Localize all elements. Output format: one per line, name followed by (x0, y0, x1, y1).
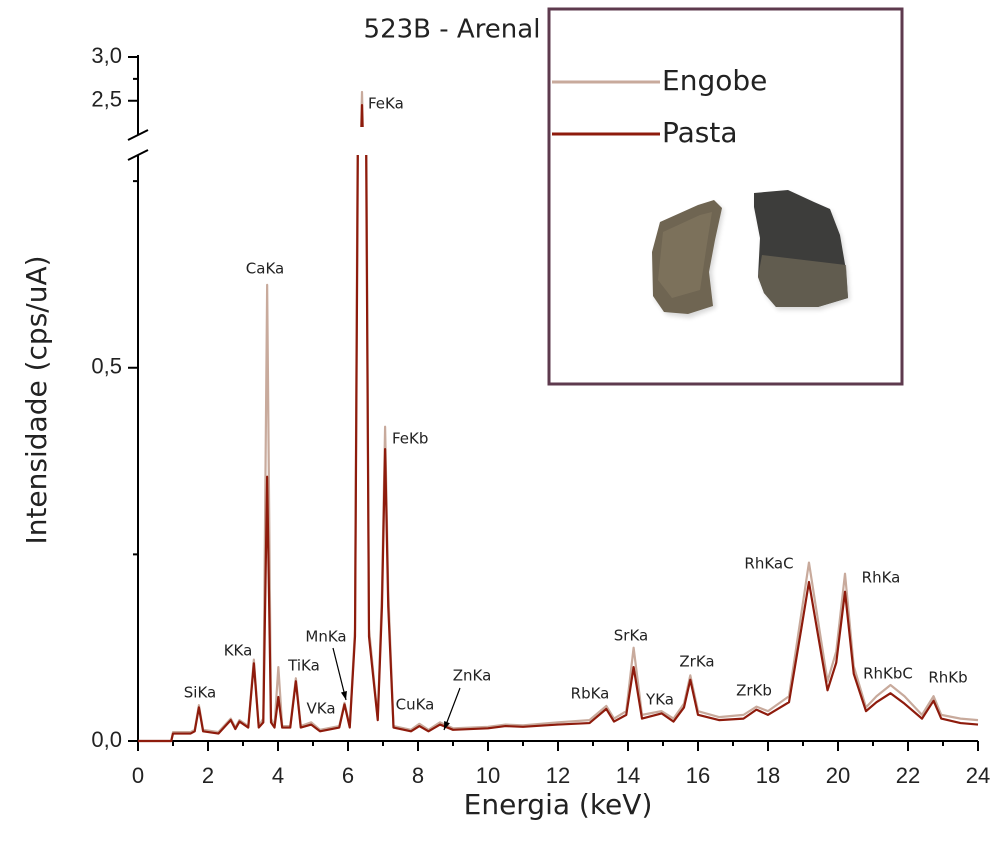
y-tick-label: 3,0 (91, 43, 122, 68)
arrow-head (340, 691, 347, 700)
peak-label: ZrKb (736, 682, 772, 700)
x-tick-label: 4 (272, 763, 284, 788)
peak-label: CuKa (396, 696, 435, 714)
annotation-arrow (332, 647, 347, 701)
peak-label: YKa (645, 691, 674, 709)
peak-label: FeKb (392, 430, 428, 448)
x-tick-label: 18 (756, 763, 780, 788)
peak-label: KKa (224, 642, 253, 660)
x-tick-label: 14 (616, 763, 640, 788)
peak-label: TiKa (287, 657, 320, 675)
y-tick-label: 2,5 (91, 87, 122, 112)
peak-label: ZnKa (453, 667, 492, 685)
legend-label: Engobe (662, 64, 767, 97)
x-tick-label: 24 (966, 763, 990, 788)
peak-label: SrKa (614, 627, 648, 645)
x-tick-label: 10 (476, 763, 500, 788)
peak-label: VKa (306, 700, 335, 718)
peak-label: RhKaC (744, 555, 793, 573)
photo (652, 190, 850, 318)
x-tick-label: 22 (896, 763, 920, 788)
inset (547, 7, 904, 386)
peak-label: ZrKa (679, 653, 714, 671)
peak-label: FeKa (368, 95, 404, 113)
x-tick-label: 6 (342, 763, 354, 788)
x-tick-label: 8 (412, 763, 424, 788)
chart-title: 523B - Arenal (364, 15, 541, 45)
legend-label: Pasta (662, 116, 738, 149)
arrow-head (444, 721, 450, 730)
x-tick-label: 16 (686, 763, 710, 788)
peak-label: RhKbC (863, 665, 913, 683)
axis-break (127, 149, 149, 161)
peak-label: RhKb (928, 669, 967, 687)
x-tick-label: 20 (826, 763, 850, 788)
axis-break (127, 129, 149, 141)
legend-box (547, 7, 904, 386)
y-tick-label: 0,5 (91, 354, 122, 379)
x-tick-label: 0 (132, 763, 144, 788)
peak-label: CaKa (246, 260, 284, 278)
x-tick-label: 2 (202, 763, 214, 788)
x-tick-label: 12 (546, 763, 570, 788)
peak-label: RbKa (571, 685, 610, 703)
peak-label: RhKa (862, 569, 901, 587)
y-tick-label: 0,0 (91, 727, 122, 752)
y-axis-label: Intensidade (cps/uA) (20, 255, 53, 544)
peak-label: MnKa (305, 628, 346, 646)
peak-label: SiKa (184, 684, 216, 702)
x-axis-label: Energia (keV) (464, 788, 653, 821)
spectrum-line (138, 155, 979, 743)
